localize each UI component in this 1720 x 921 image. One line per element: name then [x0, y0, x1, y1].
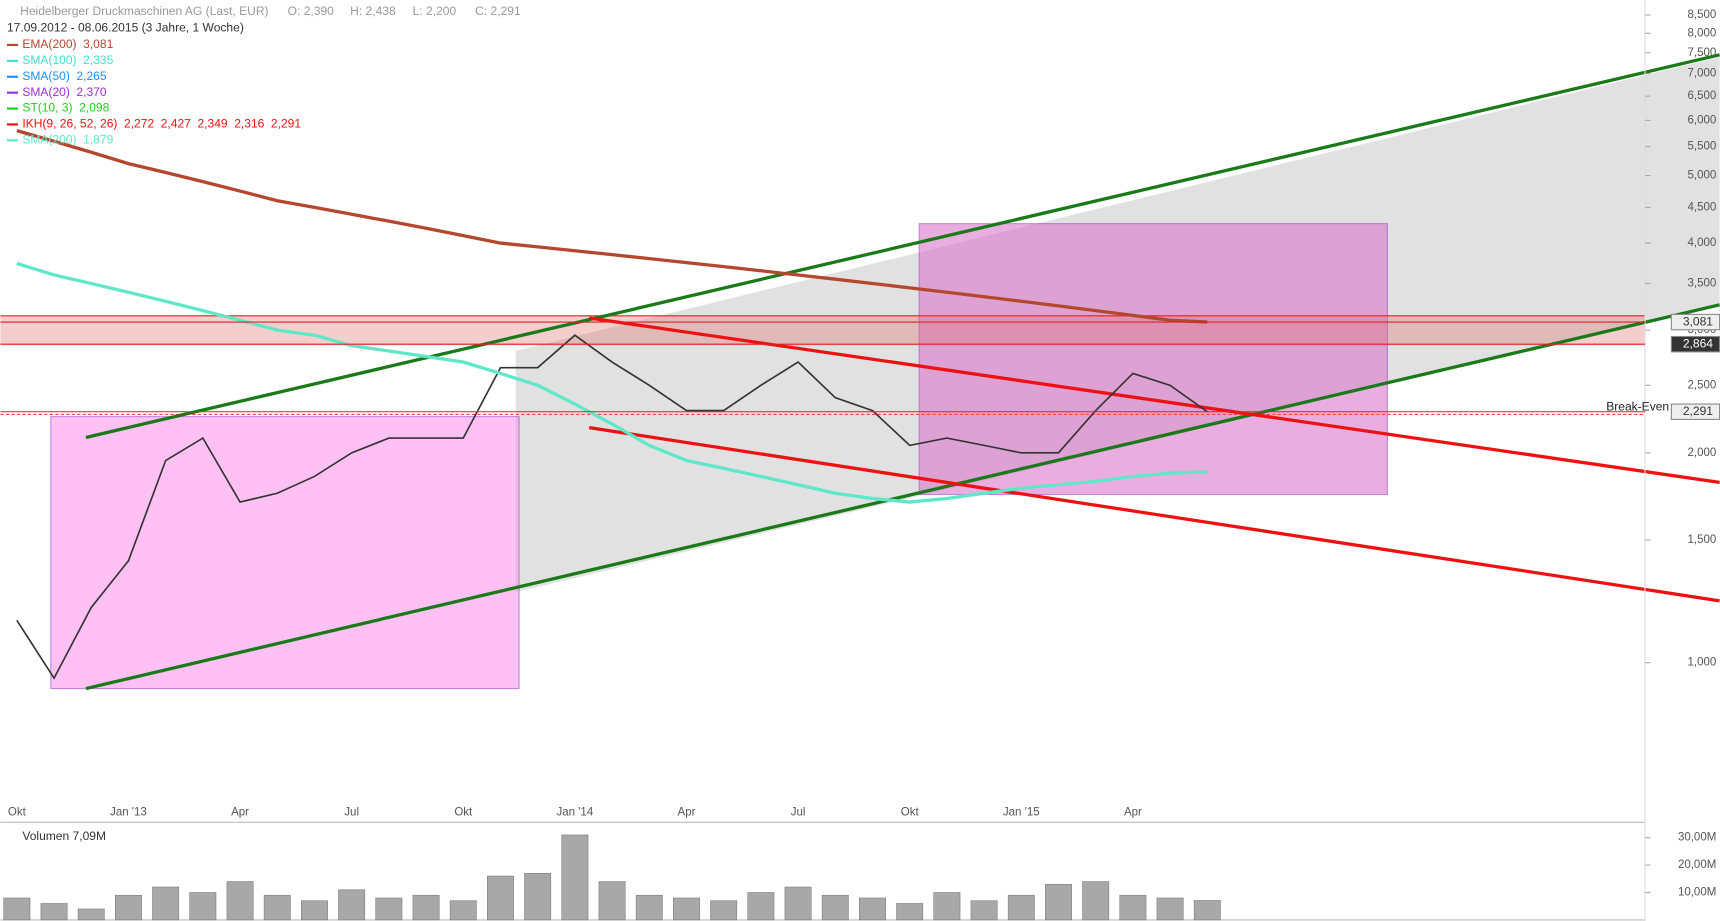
- y-tick-label: 7,500: [1688, 47, 1717, 59]
- ohlc-value: C: 2,291: [475, 4, 521, 18]
- legend-label: SMA(50): [22, 69, 70, 83]
- y-tick-label: 6,500: [1688, 90, 1717, 102]
- volume-bar: [784, 886, 812, 921]
- marker-label: 3,081: [1683, 314, 1713, 328]
- legend-value: 2,335: [83, 53, 113, 67]
- volume-bar: [896, 903, 924, 921]
- volume-bar: [449, 900, 477, 921]
- legend-value: 1,879: [83, 133, 113, 147]
- legend-value: 2,349: [197, 117, 227, 131]
- volume-bar: [673, 897, 700, 921]
- volume-bar: [226, 881, 254, 921]
- y-tick-label: 1,500: [1688, 534, 1717, 546]
- ohlc-value: L: 2,200: [413, 4, 457, 18]
- marker-label: 2,291: [1683, 404, 1713, 418]
- y-tick-label: 7,000: [1688, 68, 1717, 80]
- volume-bar: [189, 892, 217, 921]
- volume-tick-label: 10,00M: [1678, 887, 1716, 899]
- volume-bar: [1007, 894, 1035, 921]
- legend-value: 2,098: [79, 101, 109, 115]
- volume-bar: [115, 894, 142, 921]
- legend-value: 3,081: [83, 37, 113, 51]
- volume-title: Volumen 7,09M: [22, 829, 106, 843]
- marker-label: 2,864: [1683, 336, 1713, 350]
- y-tick-label: 6,000: [1688, 114, 1717, 126]
- volume-bar: [933, 892, 961, 921]
- ohlc-value: H: 2,438: [350, 4, 396, 18]
- volume-bar: [598, 881, 626, 921]
- x-tick-label: Jan '14: [557, 807, 594, 819]
- ohlc-value: O: 2,390: [288, 4, 335, 18]
- x-tick-label: Okt: [901, 807, 920, 819]
- chart-title: Heidelberger Druckmaschinen AG (Last, EU…: [20, 4, 268, 18]
- price-line: [16, 334, 1208, 680]
- volume-tick-label: 20,00M: [1678, 859, 1716, 871]
- y-tick-label: 8,500: [1688, 9, 1717, 21]
- legend-label: SMA(200): [22, 133, 76, 147]
- legend-value: 2,265: [76, 69, 106, 83]
- legend-value: 2,370: [76, 85, 106, 99]
- price-line: [16, 261, 1208, 504]
- volume-bar: [970, 900, 998, 921]
- y-tick-label: 1,000: [1688, 657, 1717, 669]
- y-tick-label: 2,500: [1688, 379, 1717, 391]
- x-tick-label: Jul: [791, 807, 806, 819]
- legend-label: ST(10, 3): [22, 101, 72, 115]
- x-tick-label: Okt: [8, 807, 27, 819]
- volume-bar: [821, 894, 849, 921]
- legend-value: 2,291: [271, 117, 301, 131]
- volume-bar: [412, 894, 440, 921]
- volume-bar: [152, 886, 180, 921]
- volume-bar: [1193, 900, 1221, 921]
- volume-bar: [635, 894, 663, 921]
- volume-bar: [524, 873, 552, 921]
- y-tick-label: 3,500: [1688, 278, 1717, 290]
- subtitle: 17.09.2012 - 08.06.2015 (3 Jahre, 1 Woch…: [7, 21, 244, 35]
- volume-bar: [263, 894, 291, 921]
- y-tick-label: 2,000: [1688, 447, 1717, 459]
- volume-bar: [3, 897, 31, 921]
- volume-bar: [40, 903, 68, 921]
- break-even-label: Break-Even: [1606, 400, 1669, 414]
- legend-value: 2,316: [234, 117, 264, 131]
- volume-bar: [487, 875, 514, 921]
- x-tick-label: Apr: [1124, 807, 1142, 819]
- volume-bar: [1119, 894, 1147, 921]
- volume-bar: [859, 897, 886, 921]
- y-tick-label: 4,500: [1688, 201, 1717, 213]
- volume-bar: [1045, 883, 1072, 921]
- volume-bar: [1082, 881, 1110, 921]
- y-tick-label: 4,000: [1688, 237, 1717, 249]
- x-tick-label: Jul: [344, 807, 359, 819]
- volume-bar: [77, 908, 105, 921]
- legend-value: 2,427: [161, 117, 191, 131]
- volume-bar: [561, 834, 589, 921]
- y-tick-label: 8,000: [1688, 27, 1717, 39]
- price-line: [16, 129, 1208, 324]
- volume-bar: [1156, 897, 1184, 921]
- x-tick-label: Apr: [678, 807, 696, 819]
- legend-label: EMA(200): [22, 37, 76, 51]
- volume-bar: [338, 889, 366, 921]
- y-tick-label: 5,000: [1688, 170, 1717, 182]
- volume-tick-label: 30,00M: [1678, 832, 1716, 844]
- legend-value: 2,272: [124, 117, 154, 131]
- volume-bar: [747, 892, 775, 921]
- x-tick-label: Apr: [231, 807, 249, 819]
- volume-bar: [301, 900, 328, 921]
- y-tick-label: 5,500: [1688, 141, 1717, 153]
- legend-label: IKH(9, 26, 52, 26): [22, 117, 117, 131]
- x-tick-label: Jan '15: [1003, 807, 1040, 819]
- volume-bar: [710, 900, 738, 921]
- volume-bar: [375, 897, 403, 921]
- legend-label: SMA(20): [22, 85, 70, 99]
- legend-label: SMA(100): [22, 53, 76, 67]
- x-tick-label: Jan '13: [110, 807, 147, 819]
- x-tick-label: Okt: [454, 807, 473, 819]
